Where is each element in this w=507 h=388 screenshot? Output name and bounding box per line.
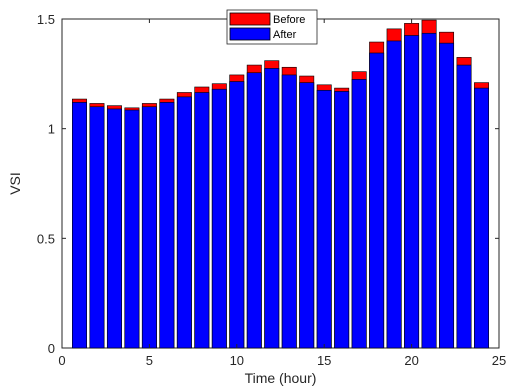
legend-label-before: Before — [273, 14, 305, 26]
bar-after-13 — [281, 74, 297, 349]
bar-after-8 — [194, 92, 210, 349]
bar-after-1 — [72, 102, 87, 349]
bar-after-22 — [439, 42, 455, 349]
bar-after-7 — [176, 96, 192, 349]
y-axis-title: VSI — [7, 172, 23, 195]
bar-after-20 — [404, 35, 420, 349]
bar-after-14 — [299, 82, 315, 349]
bar-after-18 — [369, 52, 385, 349]
axes-group: 0 5 10 15 20 25 0 0.5 1 1.5 — [37, 12, 506, 368]
bar-after-19 — [386, 40, 402, 349]
y-tick-label-1.5: 1.5 — [37, 12, 55, 27]
legend-swatch-before — [229, 12, 271, 26]
y-tick-label-0: 0 — [48, 341, 55, 356]
x-tick-label-0: 0 — [58, 353, 65, 368]
bar-after-6 — [159, 102, 175, 349]
x-tick-label-15: 15 — [317, 353, 331, 368]
bar-after-4 — [124, 109, 140, 349]
bar-after-15 — [316, 89, 332, 349]
bar-after-11 — [246, 72, 262, 349]
bar-after-12 — [264, 68, 280, 349]
y-tick-label-1: 1 — [48, 122, 55, 137]
bar-after-24 — [474, 87, 489, 349]
y-tick-label-0.5: 0.5 — [37, 231, 55, 246]
bars-group — [72, 19, 489, 349]
bar-after-10 — [229, 81, 245, 349]
bar-after-21 — [421, 32, 437, 349]
legend-label-after: After — [273, 29, 297, 41]
bar-after-5 — [141, 106, 157, 349]
legend-swatch-after — [229, 27, 271, 41]
bar-after-9 — [211, 88, 227, 349]
x-tick-label-5: 5 — [146, 353, 153, 368]
x-tick-label-25: 25 — [492, 353, 506, 368]
bar-after-3 — [106, 108, 122, 349]
bar-after-17 — [351, 79, 367, 349]
legend: Before After — [226, 9, 318, 45]
x-tick-label-10: 10 — [230, 353, 244, 368]
x-axis-title: Time (hour) — [245, 370, 317, 386]
x-tick-label-20: 20 — [404, 353, 418, 368]
bar-after-16 — [334, 91, 350, 349]
bar-after-23 — [456, 64, 472, 349]
bar-after-2 — [89, 106, 105, 349]
